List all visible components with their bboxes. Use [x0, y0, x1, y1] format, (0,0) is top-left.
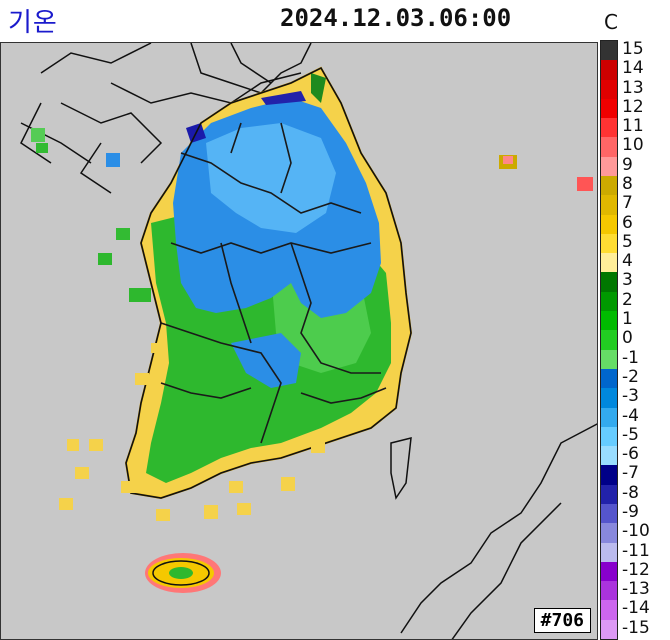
legend-label: 7 [622, 193, 633, 214]
legend-label: -14 [622, 598, 650, 619]
legend-label: 10 [622, 135, 644, 156]
legend-swatch [601, 137, 617, 158]
legend-swatch [601, 407, 617, 428]
legend-swatch [601, 79, 617, 100]
legend-label: 6 [622, 212, 633, 233]
legend-swatch [601, 542, 617, 563]
legend-swatch [601, 41, 617, 61]
legend-label: -8 [622, 482, 639, 503]
color-scale-bar [600, 40, 618, 640]
province-borders [160, 122, 387, 444]
light-blue-zone [206, 123, 336, 233]
station-id-badge: #706 [533, 608, 591, 633]
legend-swatch [601, 600, 617, 621]
legend-label: 8 [622, 174, 633, 195]
unit-label: C [604, 10, 618, 34]
legend-label: -13 [622, 579, 650, 600]
peninsula-outline [125, 66, 412, 499]
legend-swatch [601, 619, 617, 640]
legend-label: 14 [622, 58, 644, 79]
legend-swatch [601, 214, 617, 235]
legend-label: -10 [622, 521, 650, 542]
legend-label: 13 [622, 77, 644, 98]
legend-label: -5 [622, 424, 639, 445]
color-scale-labels: 15 14 13 12 11 10 9 8 7 6 5 4 3 2 1 0 -1 -2 -3 -4 -5 -6 -7 -8 -9… [620, 40, 670, 640]
temperature-map[interactable]: #706 [0, 42, 598, 640]
legend-swatch [601, 253, 617, 273]
legend-swatch [601, 176, 617, 196]
legend-label: -7 [622, 463, 639, 484]
legend-label: 9 [622, 154, 633, 175]
legend-label: 5 [622, 231, 633, 252]
legend-swatch [601, 291, 617, 312]
legend-swatch [601, 60, 617, 81]
legend-label: -9 [622, 501, 639, 522]
legend-swatch [601, 388, 617, 408]
datetime-label: 2024.12.03.06:00 [280, 4, 512, 32]
legend-label: 4 [622, 251, 633, 272]
legend-swatch [601, 349, 617, 370]
legend-swatch [601, 446, 617, 466]
legend-label: 15 [622, 39, 644, 59]
legend-label: -15 [622, 617, 650, 638]
legend-swatch [601, 195, 617, 216]
offshore-cells [31, 128, 593, 521]
legend-swatch [601, 156, 617, 177]
coastline-outlines [20, 43, 597, 639]
legend-label: 2 [622, 289, 633, 310]
jeju-island [145, 553, 221, 593]
legend-swatch [601, 484, 617, 505]
legend-label: -11 [622, 540, 650, 561]
legend-swatch [601, 503, 617, 524]
map-canvas [1, 43, 597, 639]
legend-label: 1 [622, 309, 633, 330]
legend-swatch [601, 233, 617, 254]
legend-swatch [601, 98, 617, 119]
map-title: 기온 [8, 8, 58, 38]
legend-swatch [601, 311, 617, 331]
legend-label: 3 [622, 270, 633, 291]
legend-label: -6 [622, 444, 639, 465]
legend-label: -2 [622, 366, 639, 387]
legend-swatch [601, 523, 617, 544]
legend-swatch [601, 368, 617, 389]
legend-label: -1 [622, 347, 639, 368]
legend-label: -4 [622, 405, 639, 426]
legend-swatch [601, 426, 617, 447]
legend-swatch [601, 330, 617, 351]
legend-swatch [601, 272, 617, 293]
legend-label: 0 [622, 328, 633, 349]
legend-swatch [601, 581, 617, 601]
legend-swatch [601, 118, 617, 138]
legend-swatch [601, 561, 617, 582]
legend-label: -12 [622, 559, 650, 580]
legend-label: 12 [622, 96, 644, 117]
legend-label: -3 [622, 386, 639, 407]
legend-swatch [601, 465, 617, 486]
legend-label: 11 [622, 116, 644, 137]
